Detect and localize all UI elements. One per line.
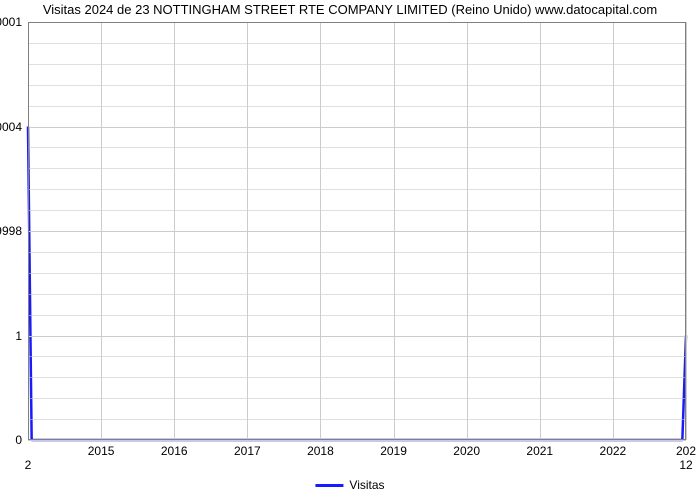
gridline-h-minor — [28, 85, 686, 86]
plot-border — [28, 439, 686, 440]
gridline-v — [540, 22, 541, 440]
xtick-label: 2021 — [526, 444, 553, 458]
ytick-label: 1.9999999999999998 — [0, 224, 22, 238]
gridline-h-minor — [28, 64, 686, 65]
gridline-h-minor — [28, 315, 686, 316]
xtick-label: 2018 — [307, 444, 334, 458]
xtick-label: 2017 — [234, 444, 261, 458]
chart-title: Visitas 2024 de 23 NOTTINGHAM STREET RTE… — [0, 2, 700, 17]
ytick-label: 4.000000000000001 — [0, 15, 22, 29]
gridline-h-major — [28, 231, 686, 232]
gridline-h-minor — [28, 43, 686, 44]
plot-border — [685, 22, 686, 440]
ytick-label: 3.0000000000000004 — [0, 120, 22, 134]
legend-label: Visitas — [349, 478, 384, 492]
legend-swatch — [315, 484, 343, 487]
xtick-label: 202 — [676, 444, 696, 458]
gridline-h-minor — [28, 356, 686, 357]
xtick-secondary-label: 12 — [679, 458, 692, 472]
gridline-v — [394, 22, 395, 440]
gridline-h-minor — [28, 106, 686, 107]
gridline-h-minor — [28, 210, 686, 211]
gridline-v — [101, 22, 102, 440]
gridline-h-minor — [28, 168, 686, 169]
gridline-v — [613, 22, 614, 440]
gridline-h-minor — [28, 294, 686, 295]
gridline-v — [174, 22, 175, 440]
gridline-h-major — [28, 440, 686, 441]
gridline-v — [320, 22, 321, 440]
gridline-h-minor — [28, 189, 686, 190]
xtick-label: 2016 — [161, 444, 188, 458]
gridline-h-minor — [28, 398, 686, 399]
ytick-label: 1 — [15, 329, 22, 343]
xtick-label: 2022 — [600, 444, 627, 458]
ytick-label: 0 — [15, 433, 22, 447]
gridline-h-minor — [28, 147, 686, 148]
gridline-v — [686, 22, 687, 440]
plot-border — [28, 22, 686, 23]
gridline-h-major — [28, 127, 686, 128]
gridline-h-minor — [28, 252, 686, 253]
legend: Visitas — [315, 478, 384, 492]
gridline-h-minor — [28, 419, 686, 420]
chart-container: Visitas 2024 de 23 NOTTINGHAM STREET RTE… — [0, 0, 700, 500]
xtick-label: 2015 — [88, 444, 115, 458]
plot-area: 011.99999999999999983.00000000000000044.… — [28, 22, 686, 440]
xtick-secondary-label: 2 — [25, 458, 32, 472]
gridline-h-minor — [28, 377, 686, 378]
xtick-label: 2020 — [453, 444, 480, 458]
series-path — [28, 127, 686, 441]
xtick-label: 2019 — [380, 444, 407, 458]
plot-border — [28, 22, 29, 440]
gridline-v — [247, 22, 248, 440]
gridline-v — [467, 22, 468, 440]
gridline-h-major — [28, 336, 686, 337]
gridline-h-minor — [28, 273, 686, 274]
